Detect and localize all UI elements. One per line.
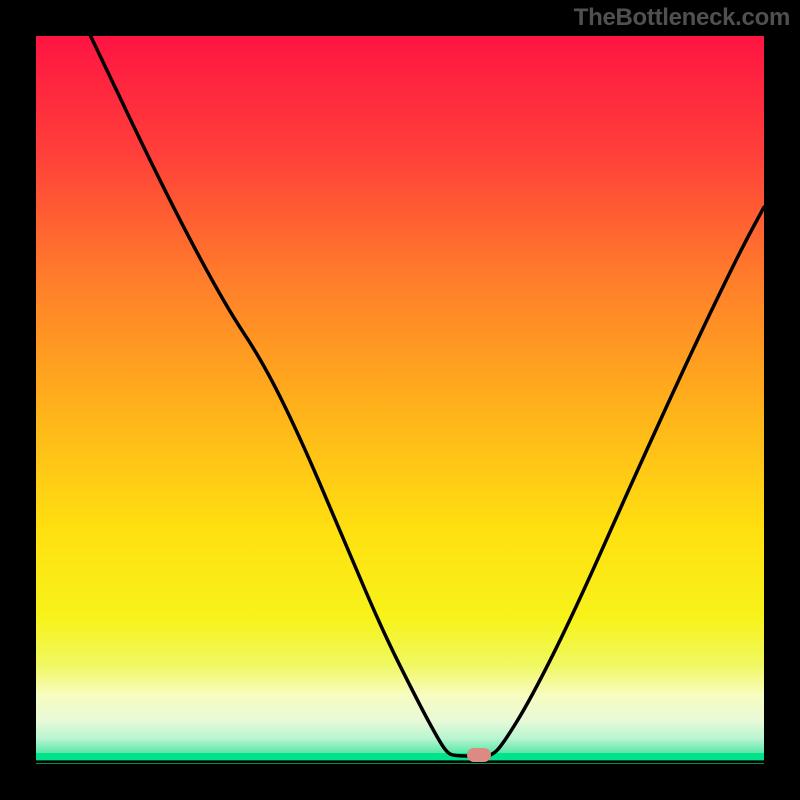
plot-area — [36, 36, 764, 764]
chart-canvas: TheBottleneck.com — [0, 0, 800, 800]
bottleneck-curve — [36, 36, 764, 764]
watermark-text: TheBottleneck.com — [574, 4, 790, 32]
optimal-point-marker — [467, 748, 491, 762]
